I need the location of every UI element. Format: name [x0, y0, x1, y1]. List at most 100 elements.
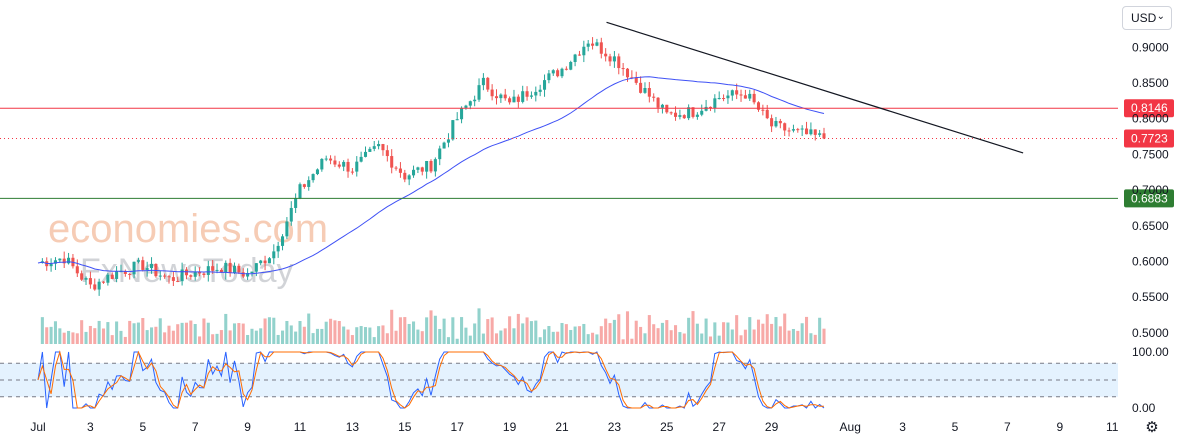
volume-bar	[547, 326, 551, 344]
candle-body	[219, 269, 223, 273]
time-tick-label: 3	[87, 420, 94, 434]
candle-body	[595, 42, 599, 46]
volume-bar	[660, 322, 664, 344]
candle-body	[442, 142, 446, 149]
candle-body	[556, 70, 560, 77]
candle-body	[390, 156, 394, 168]
time-tick-label: Jul	[30, 420, 45, 434]
volume-bar	[49, 326, 53, 344]
volume-bar	[363, 327, 368, 344]
volume-bar	[800, 323, 804, 344]
candle-body	[276, 245, 280, 252]
candle-body	[704, 106, 708, 111]
volume-bar	[490, 317, 494, 344]
candle-body	[512, 96, 516, 103]
volume-bar	[499, 330, 503, 344]
volume-bar	[281, 330, 285, 344]
gear-icon[interactable]: ⚙	[1145, 419, 1159, 436]
volume-bar	[385, 333, 389, 344]
volume-bar	[381, 325, 385, 344]
candle-body	[691, 107, 695, 117]
candle-body	[508, 98, 512, 103]
candle-body	[477, 85, 481, 100]
candle-body	[62, 258, 66, 264]
volume-bar	[350, 335, 354, 344]
volume-bar	[774, 317, 778, 344]
candle-body	[451, 120, 455, 140]
volume-bar	[625, 311, 630, 344]
volume-bar	[739, 335, 743, 344]
candle-body	[678, 115, 682, 117]
volume-bar	[743, 329, 747, 344]
volume-bar	[302, 326, 306, 344]
candle-body	[368, 148, 372, 152]
candle-body	[765, 109, 769, 119]
candle-body	[49, 263, 53, 267]
volume-bar	[787, 330, 791, 344]
volume-bar	[267, 317, 271, 344]
candle-body	[101, 281, 106, 283]
volume-bar	[722, 322, 726, 344]
volume-bar	[311, 333, 315, 344]
volume-bar	[429, 310, 433, 344]
time-tick-label: Aug	[840, 420, 861, 434]
volume-bar	[538, 337, 542, 344]
volume-bar	[285, 320, 289, 344]
candle-body	[232, 265, 237, 273]
candle-body	[543, 80, 547, 90]
volume-bar	[748, 317, 752, 344]
candle-body	[333, 160, 337, 165]
candle-body	[481, 77, 485, 86]
volume-bar	[145, 330, 149, 344]
volume-bar	[115, 321, 119, 344]
candle-body	[599, 42, 603, 54]
price-level-tag	[1124, 189, 1174, 208]
candle-body	[486, 77, 490, 90]
candle-body	[110, 274, 114, 279]
time-tick-label: 29	[765, 420, 779, 434]
candle-body	[171, 277, 175, 281]
volume-bar	[621, 339, 625, 344]
volume-bar	[756, 319, 761, 344]
volume-bar	[45, 327, 49, 344]
time-tick-label: 5	[139, 420, 146, 434]
candle-body	[564, 68, 568, 70]
volume-bar	[639, 326, 643, 344]
price-tick-label: 0.7500	[1132, 147, 1169, 161]
volume-bar	[551, 331, 555, 344]
candle-body	[163, 275, 167, 277]
stoch-tick-label: 0.00	[1132, 401, 1156, 415]
candle-body	[660, 104, 664, 108]
candle-body	[761, 109, 765, 111]
candle-body	[621, 68, 625, 70]
price-axis[interactable]: 0.9000 0.8500 0.8000 0.7500 0.7000 0.6500 0.60…	[1132, 40, 1169, 415]
volume-bar	[604, 318, 608, 344]
candle-body	[176, 280, 180, 282]
volume-bar	[128, 320, 132, 344]
candle-body	[708, 106, 712, 109]
volume-bar	[752, 329, 756, 344]
candle-body	[822, 133, 826, 139]
candle-body	[254, 263, 258, 272]
candle-body	[259, 260, 263, 264]
volume-bar	[320, 328, 324, 344]
volume-bar	[643, 333, 647, 344]
candle-body	[818, 133, 822, 135]
volume-bar	[184, 322, 188, 344]
candle-body	[756, 102, 761, 110]
volume-bar	[508, 316, 512, 344]
candle-body	[791, 129, 795, 131]
currency-select[interactable]: USD ⌄	[1122, 6, 1172, 30]
candle-body	[123, 271, 127, 274]
candle-body	[752, 93, 756, 103]
candle-body	[787, 130, 791, 132]
volume-bar	[228, 330, 232, 344]
price-level-tag	[1124, 129, 1174, 148]
volume-bar	[700, 333, 704, 344]
candle-body	[381, 144, 385, 151]
candle-body	[224, 262, 228, 273]
trendline	[606, 21, 1024, 154]
volume-bar	[486, 319, 490, 344]
volume-bar	[97, 320, 101, 344]
time-axis[interactable]: Jul 3 5 7 9 11 13 15 17 19 21 23 25 27 29 Aug 3 5 7 9 11	[30, 420, 1118, 434]
